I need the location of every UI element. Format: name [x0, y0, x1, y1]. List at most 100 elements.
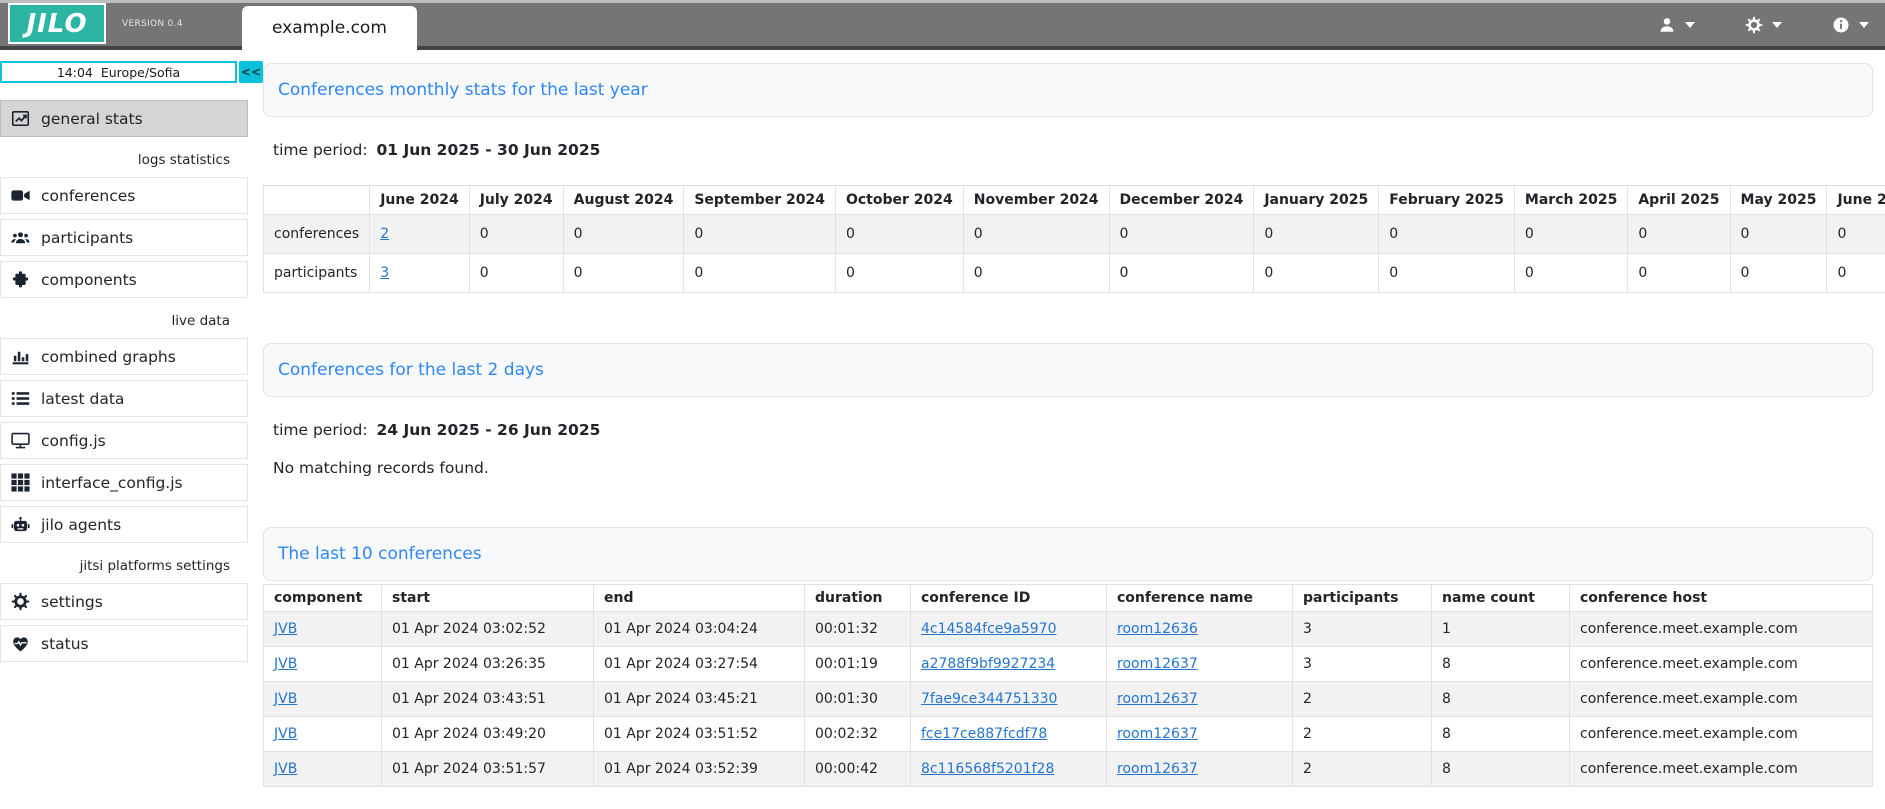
- sidebar-section-label-logs-statistics: logs statistics: [137, 152, 230, 168]
- stat-cell: 0: [1627, 253, 1731, 293]
- clock-time: 14:04: [56, 64, 93, 80]
- cell: 00:00:42: [804, 751, 911, 787]
- cell: 8: [1431, 751, 1570, 787]
- sidebar-item-label: participants: [41, 228, 134, 247]
- top-header-bar: JILO VERSION 0.4 example.com: [0, 0, 1885, 50]
- cell: conference.meet.example.com: [1569, 751, 1873, 787]
- column-header-start: start: [381, 584, 594, 612]
- cell-link[interactable]: JVB: [274, 691, 298, 707]
- sidebar-item-components[interactable]: components: [0, 261, 248, 298]
- settings-menu[interactable]: [1745, 16, 1782, 34]
- cell-link[interactable]: 4c14584fce9a5970: [921, 621, 1057, 637]
- cell-link[interactable]: JVB: [274, 761, 298, 777]
- cell: 01 Apr 2024 03:45:21: [593, 681, 805, 717]
- cell: conference.meet.example.com: [1569, 611, 1873, 647]
- timezone-clock: 14:04 Europe/Sofia: [0, 61, 237, 83]
- users-icon: [11, 228, 30, 247]
- cell-link[interactable]: JVB: [274, 621, 298, 637]
- sidebar-item-participants[interactable]: participants: [0, 219, 248, 256]
- cell: 00:01:30: [804, 681, 911, 717]
- sidebar-item-label: components: [41, 270, 137, 289]
- version-label: VERSION 0.4: [122, 19, 183, 29]
- stat-cell: 0: [1627, 214, 1731, 254]
- cell-link[interactable]: room12637: [1117, 761, 1198, 777]
- gear-icon: [11, 592, 30, 611]
- cell-link[interactable]: JVB: [274, 656, 298, 672]
- month-header: August 2024: [562, 185, 685, 215]
- cell-link[interactable]: a2788f9bf9927234: [921, 656, 1056, 672]
- sidebar-item-settings[interactable]: settings: [0, 583, 248, 620]
- sidebar-item-general-stats[interactable]: general stats: [0, 100, 248, 137]
- logo-text: JILO: [26, 8, 88, 39]
- table-row: JVB 01 Apr 2024 03:26:35 01 Apr 2024 03:27…: [263, 646, 1873, 682]
- month-header: July 2024: [468, 185, 564, 215]
- cell: 01 Apr 2024 03:49:20: [381, 716, 594, 752]
- cell: 2: [1292, 681, 1432, 717]
- month-header: December 2024: [1108, 185, 1255, 215]
- sidebar-item-jilo-agents[interactable]: jilo agents: [0, 506, 248, 543]
- sidebar-item-conferences[interactable]: conferences: [0, 177, 248, 214]
- sidebar-item-status[interactable]: status: [0, 625, 248, 662]
- cell-link[interactable]: room12636: [1117, 621, 1198, 637]
- chevron-down-icon: [1859, 21, 1869, 28]
- cell: JVB: [263, 681, 382, 717]
- stat-cell: 0: [1513, 253, 1629, 293]
- gear-icon: [1745, 16, 1763, 34]
- sidebar-item-label: status: [41, 634, 89, 653]
- tab-example-com[interactable]: example.com: [242, 6, 417, 50]
- cell: 00:02:32: [804, 716, 911, 752]
- cell: 4c14584fce9a5970: [910, 611, 1107, 647]
- cell: room12637: [1106, 646, 1293, 682]
- cell-link[interactable]: room12637: [1117, 656, 1198, 672]
- stat-cell: 0: [1513, 214, 1629, 254]
- stat-link[interactable]: 2: [380, 226, 390, 242]
- section-title: Conferences monthly stats for the last y…: [278, 80, 648, 100]
- bar-chart-icon: [11, 347, 30, 366]
- user-menu[interactable]: [1658, 16, 1695, 34]
- sidebar-item-latest-data[interactable]: latest data: [0, 380, 248, 417]
- stat-cell: 0: [1729, 214, 1828, 254]
- cell: room12637: [1106, 681, 1293, 717]
- sidebar-item-interface-config-js[interactable]: interface_config.js: [0, 464, 248, 501]
- sidebar-section-label-jitsi-platforms-settings: jitsi platforms settings: [79, 558, 230, 574]
- sidebar-item-combined-graphs[interactable]: combined graphs: [0, 338, 248, 375]
- cell: room12636: [1106, 611, 1293, 647]
- cell: 3: [1292, 646, 1432, 682]
- puzzle-piece-icon: [11, 270, 30, 289]
- sidebar: 14:04 Europe/Sofia << general stats logs …: [0, 50, 263, 667]
- stat-cell: 0: [1826, 253, 1885, 293]
- empty-records-message: No matching records found.: [273, 459, 489, 477]
- row-label: conferences: [262, 214, 371, 254]
- sidebar-collapse-button[interactable]: <<: [239, 61, 263, 83]
- section-header: Conferences monthly stats for the last y…: [263, 63, 1873, 117]
- section-title: The last 10 conferences: [278, 544, 482, 564]
- monthly-stats-body: conferences 2 0 0 0 0 0 0 0 0 0 0 0 0 participants 3 0 0 0…: [262, 214, 1885, 293]
- video-camera-icon: [11, 186, 30, 205]
- cell-link[interactable]: 7fae9ce344751330: [921, 691, 1058, 707]
- cell: 1: [1431, 611, 1570, 647]
- cell-link[interactable]: fce17ce887fcdf78: [921, 726, 1048, 742]
- sidebar-item-label: interface_config.js: [41, 473, 183, 492]
- month-header: June 2024: [369, 185, 470, 215]
- stat-link[interactable]: 3: [380, 265, 390, 281]
- month-header: April 2025: [1627, 185, 1731, 215]
- stat-cell: 0: [683, 253, 836, 293]
- sidebar-item-label: latest data: [41, 389, 125, 408]
- info-menu[interactable]: [1832, 16, 1869, 34]
- table-row: participants 3 0 0 0 0 0 0 0 0 0 0 0 0: [262, 253, 1885, 293]
- heart-pulse-icon: [11, 634, 30, 653]
- cell-link[interactable]: 8c116568f5201f28: [921, 761, 1055, 777]
- column-header-participants: participants: [1292, 584, 1432, 612]
- cell-link[interactable]: JVB: [274, 726, 298, 742]
- stat-cell: 0: [834, 214, 964, 254]
- cell-link[interactable]: room12637: [1117, 691, 1198, 707]
- sidebar-menu: general stats logs statistics conferences p…: [0, 100, 255, 662]
- sidebar-item-config-js[interactable]: config.js: [0, 422, 248, 459]
- stat-cell: 0: [834, 253, 964, 293]
- monthly-stats-table: June 2024 July 2024 August 2024 September 2…: [262, 185, 1885, 293]
- sidebar-item-label: general stats: [41, 109, 143, 128]
- month-header: October 2024: [834, 185, 964, 215]
- cell-link[interactable]: room12637: [1117, 726, 1198, 742]
- top-right-menus: [1658, 3, 1869, 46]
- clock-timezone: Europe/Sofia: [100, 64, 181, 80]
